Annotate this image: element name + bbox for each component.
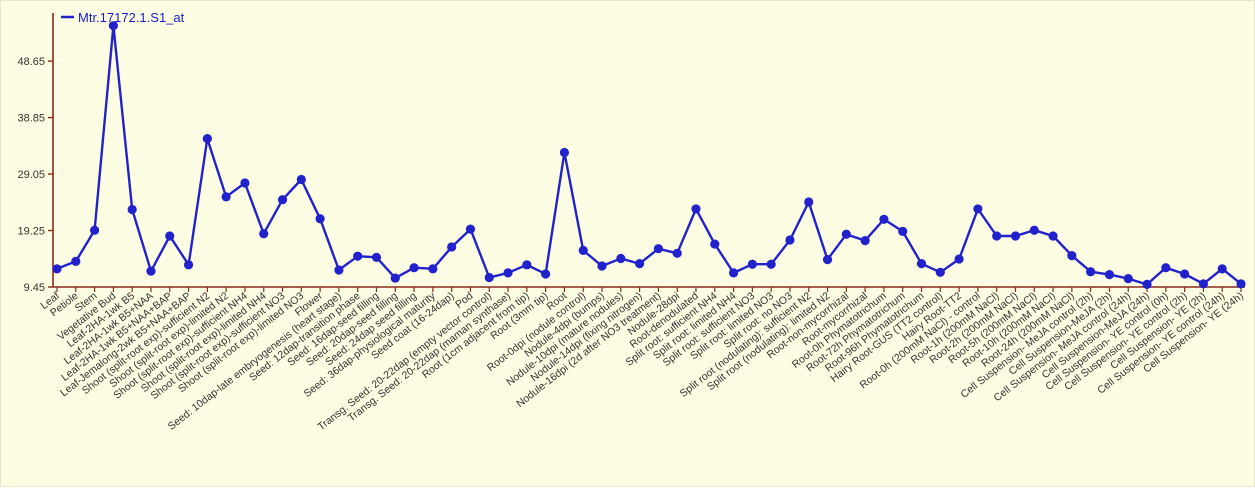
legend-label: Mtr.17172.1.S1_at (78, 10, 185, 25)
y-tick-label: 9.45 (24, 282, 45, 294)
data-point[interactable] (710, 239, 720, 249)
data-point[interactable] (916, 259, 927, 269)
data-point[interactable] (202, 134, 212, 144)
data-point[interactable] (898, 226, 908, 236)
data-point[interactable] (973, 204, 983, 214)
data-point[interactable] (409, 263, 419, 273)
data-point[interactable] (1067, 250, 1077, 261)
data-point[interactable] (315, 214, 325, 224)
data-point[interactable] (1142, 279, 1152, 290)
data-point[interactable] (1104, 270, 1115, 280)
data-point[interactable] (371, 252, 382, 262)
y-axis-ticks: 48.65 38.85 29.05 19.25 9.45 (17, 56, 53, 294)
data-point[interactable] (1123, 274, 1133, 284)
data-point[interactable] (52, 264, 62, 274)
data-points (52, 21, 1246, 290)
data-point[interactable] (691, 204, 701, 214)
data-point[interactable] (822, 255, 833, 265)
y-tick-label: 19.25 (17, 226, 45, 238)
data-point[interactable] (860, 236, 870, 246)
data-point[interactable] (992, 231, 1002, 241)
data-point[interactable] (334, 265, 344, 275)
data-point[interactable] (465, 224, 476, 234)
data-point[interactable] (89, 225, 100, 235)
data-point[interactable] (653, 244, 663, 254)
data-point[interactable] (296, 174, 306, 185)
data-point[interactable] (635, 259, 645, 269)
data-point[interactable] (879, 214, 889, 224)
y-tick-label: 38.85 (17, 113, 45, 125)
data-point[interactable] (747, 259, 757, 269)
data-point[interactable] (766, 259, 776, 269)
data-point[interactable] (804, 197, 814, 207)
data-point[interactable] (559, 147, 570, 158)
legend[interactable]: Mtr.17172.1.S1_at (61, 10, 185, 25)
data-point[interactable] (841, 229, 851, 239)
axes (52, 13, 1245, 288)
data-point[interactable] (785, 235, 795, 245)
data-point[interactable] (672, 248, 682, 258)
series-line (56, 24, 1242, 286)
data-point[interactable] (1217, 264, 1227, 274)
data-point[interactable] (578, 245, 588, 256)
data-point[interactable] (954, 254, 964, 264)
data-point[interactable] (108, 21, 118, 31)
data-point[interactable] (146, 266, 156, 276)
data-point[interactable] (183, 260, 194, 270)
data-point[interactable] (390, 273, 400, 283)
data-point[interactable] (935, 267, 945, 277)
data-point[interactable] (71, 256, 81, 266)
data-point[interactable] (165, 231, 175, 241)
data-point[interactable] (503, 268, 513, 278)
data-point[interactable] (1010, 231, 1021, 241)
data-point[interactable] (428, 264, 438, 274)
data-point[interactable] (221, 192, 231, 202)
data-point[interactable] (259, 229, 269, 239)
x-axis-ticks (56, 287, 1242, 292)
data-point[interactable] (1198, 279, 1209, 289)
data-point[interactable] (240, 178, 250, 188)
data-point[interactable] (616, 253, 626, 264)
data-point[interactable] (1086, 267, 1096, 277)
data-point[interactable] (1236, 279, 1246, 289)
data-point[interactable] (127, 204, 137, 215)
data-point[interactable] (484, 272, 494, 283)
data-point[interactable] (1048, 231, 1058, 241)
y-tick-label: 29.05 (17, 169, 45, 181)
data-point[interactable] (597, 261, 607, 271)
data-point[interactable] (277, 195, 288, 205)
data-point[interactable] (353, 251, 363, 261)
data-point[interactable] (728, 268, 739, 278)
data-point[interactable] (1161, 263, 1171, 273)
data-point[interactable] (541, 269, 551, 279)
data-point[interactable] (447, 242, 457, 252)
data-point[interactable] (1029, 225, 1039, 235)
y-tick-label: 48.65 (17, 56, 45, 68)
data-point[interactable] (522, 260, 532, 270)
data-point[interactable] (1180, 269, 1190, 279)
